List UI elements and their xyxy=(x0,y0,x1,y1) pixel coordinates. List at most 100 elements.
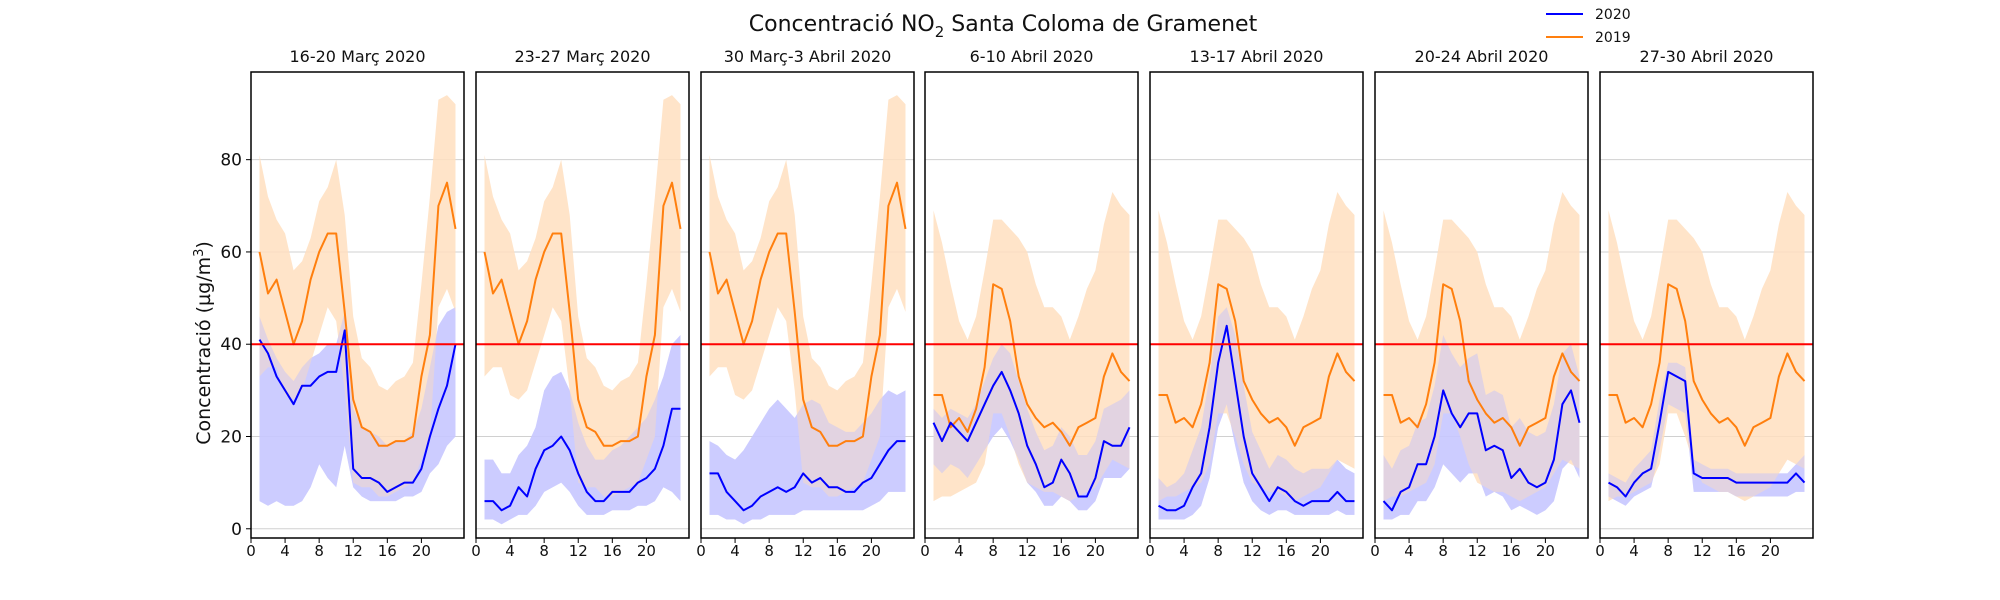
x-tick-label: 16 xyxy=(1277,542,1296,560)
series-2019-line xyxy=(933,283,1131,447)
x-tick-label: 4 xyxy=(954,542,964,560)
series-2020-line xyxy=(932,370,1131,498)
x-tick-label: 20 xyxy=(1536,542,1555,560)
x-tick-label: 0 xyxy=(471,542,481,560)
x-tick-label: 12 xyxy=(1468,542,1487,560)
panel-title: 27-30 Abril 2020 xyxy=(1640,47,1774,66)
chart-title: Concentració NO2 Santa Coloma de Gramene… xyxy=(749,12,1258,41)
x-tick-label: 12 xyxy=(1243,542,1262,560)
legend-label-2019: 2019 xyxy=(1595,30,1631,46)
series-2019-line xyxy=(258,181,457,447)
panel-title: 20-24 Abril 2020 xyxy=(1415,47,1549,66)
x-tick-label: 20 xyxy=(412,542,431,560)
series-2020-line xyxy=(258,329,457,493)
series-2019-line xyxy=(1158,283,1356,447)
panel-frame xyxy=(250,71,465,539)
x-tick-label: 16 xyxy=(828,542,847,560)
panel-4: 6-10 Abril 2020 0 4 8 12 16 20 xyxy=(920,47,1139,560)
panel-plot-area xyxy=(1150,159,1363,530)
band-2020-overlay xyxy=(259,307,456,506)
band-2020-overlay xyxy=(1383,335,1580,520)
panel-plot-area xyxy=(251,95,464,530)
x-tick-label: 4 xyxy=(280,542,290,560)
y-tick-label: 20 xyxy=(220,427,242,447)
chart-title-subscript: 2 xyxy=(935,23,945,41)
series-2020-line xyxy=(1608,370,1806,498)
x-tick-label: 16 xyxy=(378,542,397,560)
y-axis-label-superscript: 3 xyxy=(192,249,207,257)
x-tick-label: 4 xyxy=(1179,542,1189,560)
x-tick-label: 0 xyxy=(920,542,930,560)
x-tick-label: 12 xyxy=(794,542,813,560)
panel-plot-area xyxy=(925,159,1138,530)
x-tick-label: 12 xyxy=(344,542,363,560)
y-axis-label: Concentració (µg/m3) xyxy=(192,241,215,445)
y-tick-label: 0 xyxy=(231,520,242,540)
panel-plot-area xyxy=(1600,159,1813,530)
x-tick-label: 8 xyxy=(539,542,549,560)
series-2020-line xyxy=(1158,324,1355,512)
x-tick-label: 0 xyxy=(1595,542,1605,560)
panel-frame xyxy=(1374,71,1589,539)
y-tick-label: 60 xyxy=(220,243,242,263)
band-2019 xyxy=(484,95,681,497)
panel-title: 6-10 Abril 2020 xyxy=(970,47,1094,66)
x-tick-label: 4 xyxy=(1404,542,1414,560)
panel-frame xyxy=(1599,71,1814,539)
panel-2: 23-27 Març 2020 0 4 8 12 16 20 xyxy=(471,47,690,560)
legend: 2020 2019 xyxy=(1546,7,1631,46)
band-2019 xyxy=(1608,192,1805,502)
band-2019 xyxy=(933,192,1130,502)
series-2020-line xyxy=(484,407,681,512)
x-tick-label: 0 xyxy=(1370,542,1380,560)
series-2020-line xyxy=(709,440,906,512)
panel-6: 20-24 Abril 2020 0 4 8 12 16 20 xyxy=(1370,47,1589,560)
band-2019 xyxy=(709,95,906,497)
x-tick-label: 16 xyxy=(1502,542,1521,560)
x-tick-label: 12 xyxy=(569,542,588,560)
x-tick-label: 8 xyxy=(1213,542,1223,560)
series-2019-line xyxy=(708,181,907,447)
panel-frame xyxy=(475,71,690,539)
x-tick-label: 0 xyxy=(1145,542,1155,560)
series-2019-line xyxy=(483,181,682,447)
panel-plot-area xyxy=(476,95,689,530)
panel-frame xyxy=(700,71,915,539)
x-tick-label: 12 xyxy=(1693,542,1712,560)
x-tick-label: 4 xyxy=(1629,542,1639,560)
x-tick-label: 12 xyxy=(1018,542,1037,560)
x-tick-label: 8 xyxy=(988,542,998,560)
x-tick-label: 16 xyxy=(1052,542,1071,560)
series-2019-line xyxy=(1383,283,1581,447)
x-tick-label: 8 xyxy=(1663,542,1673,560)
band-2020-overlay xyxy=(1158,307,1355,520)
series-2020-line xyxy=(1382,389,1581,512)
band-2019 xyxy=(1158,192,1355,502)
x-tick-label: 20 xyxy=(1086,542,1105,560)
legend-label-2020: 2020 xyxy=(1595,7,1631,23)
x-tick-label: 20 xyxy=(1761,542,1780,560)
panel-frame xyxy=(924,71,1139,539)
panel-7: 27-30 Abril 2020 0 4 8 12 16 20 xyxy=(1595,47,1814,560)
series-2019-line xyxy=(1608,283,1806,447)
band-2020-overlay xyxy=(933,344,1130,511)
x-tick-label: 8 xyxy=(1438,542,1448,560)
panel-5: 13-17 Abril 2020 0 4 8 12 16 20 xyxy=(1145,47,1364,560)
panel-title: 13-17 Abril 2020 xyxy=(1190,47,1324,66)
y-axis-label-end: ) xyxy=(193,241,215,248)
panel-1: 16-20 Març 2020 0 4 8 12 16 20 0 20 40 60 80 xyxy=(220,47,465,560)
y-tick-label: 80 xyxy=(220,151,242,171)
x-tick-label: 8 xyxy=(314,542,324,560)
panel-3: 30 Març-3 Abril 2020 0 4 8 12 16 20 xyxy=(696,47,915,560)
panel-title: 30 Març-3 Abril 2020 xyxy=(724,47,892,66)
x-tick-label: 16 xyxy=(603,542,622,560)
panel-frame xyxy=(1149,71,1364,539)
panel-plot-area xyxy=(701,95,914,530)
band-2019 xyxy=(259,95,456,497)
y-tick-label: 40 xyxy=(220,335,242,355)
x-tick-label: 8 xyxy=(764,542,774,560)
band-2019 xyxy=(1383,192,1580,502)
panel-plot-area xyxy=(1375,159,1588,530)
